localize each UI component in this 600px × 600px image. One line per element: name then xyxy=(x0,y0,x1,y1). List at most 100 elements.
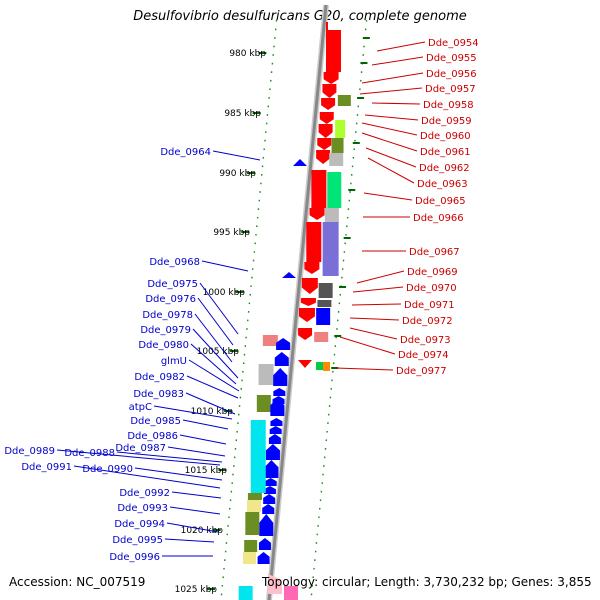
reverse-gene-arrow xyxy=(257,552,270,564)
forward-gene-leader xyxy=(349,327,398,340)
reverse-gene-arrow xyxy=(273,388,286,396)
reverse-gene-arrow xyxy=(265,444,280,460)
reverse-gene-leader xyxy=(199,282,239,335)
reverse-gene-label: glmU xyxy=(161,356,187,367)
forward-gene-arrow xyxy=(321,98,336,110)
forward-gene-leader xyxy=(349,317,400,321)
reverse-gene-block xyxy=(247,493,262,500)
forward-gene-block xyxy=(316,362,323,370)
map-title: Desulfovibrio desulfuricans G20, complet… xyxy=(133,9,467,24)
reverse-gene-arrow xyxy=(264,478,277,486)
reverse-gene-block xyxy=(238,586,253,600)
reverse-gene-label: Dde_0986 xyxy=(127,431,178,442)
forward-gene-arrow xyxy=(317,138,332,150)
reverse-gene-leader xyxy=(164,538,215,543)
reverse-gene-arrow xyxy=(282,272,296,278)
accession-label: Accession: NC_007519 xyxy=(9,575,146,589)
forward-gene-label: Dde_0973 xyxy=(400,335,451,346)
forward-gene-label: Dde_0977 xyxy=(396,366,447,377)
reverse-gene-leader xyxy=(194,313,233,363)
reverse-gene-arrow xyxy=(270,398,285,416)
forward-gene-leader xyxy=(361,132,418,152)
scale-tick-label: 1025 kbp xyxy=(175,585,218,595)
forward-gene-label: Dde_0971 xyxy=(404,300,455,311)
forward-gene-leader xyxy=(363,192,413,201)
forward-gene-arrow xyxy=(300,298,316,306)
reverse-gene-arrow xyxy=(274,352,289,366)
reverse-gene-label: Dde_0976 xyxy=(145,294,196,305)
forward-gene-block xyxy=(322,222,339,276)
forward-gene-block xyxy=(306,222,322,262)
forward-gene-leader xyxy=(359,87,423,95)
forward-gene-arrow xyxy=(309,208,325,220)
reverse-gene-label: Dde_0982 xyxy=(134,372,185,383)
forward-gene-label: Dde_0966 xyxy=(413,213,464,224)
reverse-gene-leader xyxy=(212,150,261,161)
reverse-gene-leader xyxy=(182,419,229,430)
reverse-gene-label: Dde_0989 xyxy=(4,446,55,457)
reverse-gene-label: Dde_0993 xyxy=(117,503,168,514)
forward-gene-block xyxy=(335,120,346,138)
reverse-gene-leader xyxy=(179,434,227,445)
forward-gene-arrow xyxy=(298,328,313,340)
reverse-gene-label: Dde_0988 xyxy=(64,448,115,459)
scale-tick-label: 1010 kbp xyxy=(191,407,234,417)
scale-tick-label: 1000 kbp xyxy=(203,288,246,298)
forward-gene-block xyxy=(327,172,342,208)
reverse-gene-label: Dde_0985 xyxy=(130,416,181,427)
reverse-gene-leader xyxy=(186,375,239,399)
forward-gene-block xyxy=(323,362,330,371)
forward-gene-leader xyxy=(376,41,426,52)
reverse-gene-arrow xyxy=(293,159,307,166)
reverse-gene-label: Dde_0987 xyxy=(115,443,166,454)
reverse-gene-block xyxy=(247,500,262,512)
reverse-gene-arrow xyxy=(276,338,291,350)
forward-gene-leader xyxy=(371,102,421,105)
reverse-gene-label: Dde_0979 xyxy=(140,325,191,336)
reverse-gene-label: Dde_0990 xyxy=(82,464,133,475)
forward-gene-label: Dde_0959 xyxy=(421,116,472,127)
reverse-gene-leader xyxy=(188,359,240,392)
forward-gene-arrow xyxy=(304,262,320,274)
backbone xyxy=(267,4,328,600)
reverse-gene-label: Dde_0975 xyxy=(147,279,198,290)
reverse-gene-label: Dde_0992 xyxy=(119,488,170,499)
reverse-gene-leader xyxy=(169,506,221,515)
reverse-gene-block xyxy=(256,395,271,412)
reverse-gene-arrow xyxy=(264,460,279,478)
reverse-gene-block xyxy=(250,420,266,493)
forward-gene-leader xyxy=(365,147,417,168)
reverse-gene-label: Dde_0994 xyxy=(114,519,165,530)
reverse-gene-leader xyxy=(201,260,249,272)
reverse-gene-label: Dde_0995 xyxy=(112,535,163,546)
forward-gene-leader xyxy=(339,336,396,355)
forward-gene-block xyxy=(314,332,329,342)
reverse-gene-block xyxy=(243,552,257,564)
reverse-gene-arrow xyxy=(263,494,276,504)
forward-gene-block xyxy=(318,283,333,298)
scale-tick-label: 995 kbp xyxy=(213,228,250,238)
forward-gene-label: Dde_0957 xyxy=(425,84,476,95)
reverse-gene-label: atpC xyxy=(129,402,152,413)
forward-gene-label: Dde_0972 xyxy=(402,316,453,327)
forward-gene-label: Dde_0960 xyxy=(420,131,471,142)
reverse-gene-leader xyxy=(166,522,219,533)
reverse-gene-arrow xyxy=(263,486,276,494)
forward-gene-leader xyxy=(364,114,419,121)
scale-tick-label: 990 kbp xyxy=(219,169,256,179)
reverse-gene-block xyxy=(284,586,298,600)
forward-gene-label: Dde_0954 xyxy=(428,38,479,49)
forward-gene-leader xyxy=(352,286,404,293)
reverse-gene-leader xyxy=(153,405,233,420)
reverse-gene-leader xyxy=(167,446,226,457)
reverse-gene-leader xyxy=(185,392,236,415)
scale-tick-label: 985 kbp xyxy=(224,109,261,119)
reverse-gene-block xyxy=(245,512,260,535)
reverse-gene-label: Dde_0978 xyxy=(142,310,193,321)
reverse-gene-arrow xyxy=(273,368,288,386)
forward-gene-arrow xyxy=(318,124,333,138)
forward-gene-arrow xyxy=(301,278,318,294)
scale-tick-label: 1015 kbp xyxy=(185,466,228,476)
reverse-gene-leader xyxy=(56,449,221,466)
